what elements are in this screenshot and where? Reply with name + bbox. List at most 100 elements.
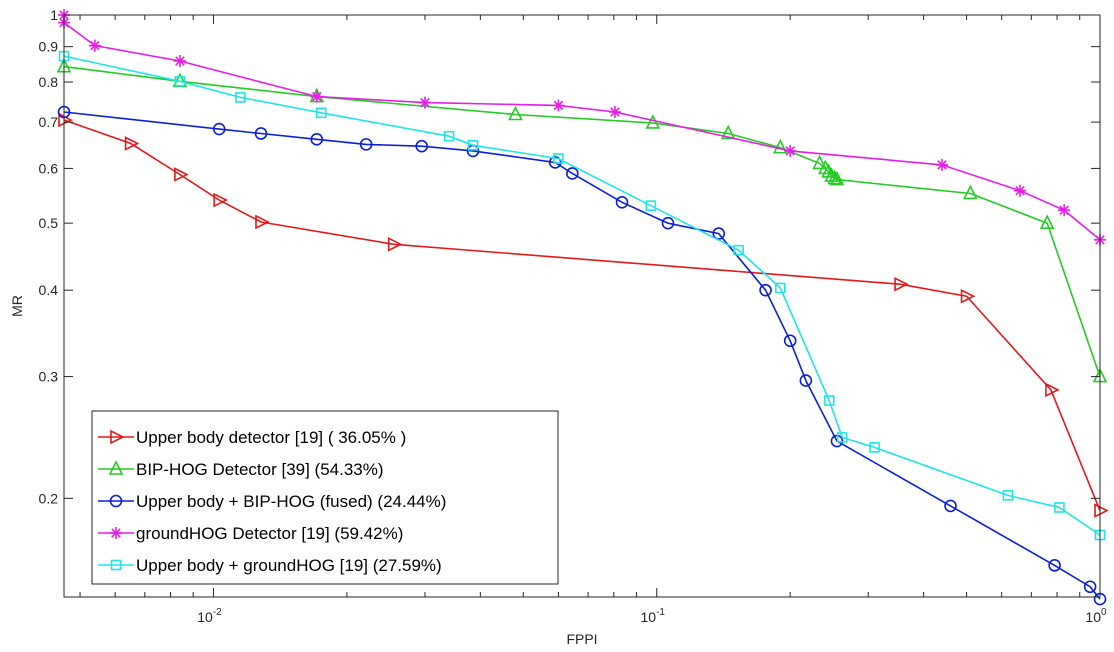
data-point <box>254 127 268 140</box>
legend-entry: Upper body + BIP-HOG (fused) (24.44%) <box>98 492 446 511</box>
data-point <box>1058 204 1071 217</box>
data-point <box>467 139 479 151</box>
x-axis-label: FPPI <box>566 631 597 647</box>
legend-marker <box>109 494 123 508</box>
data-point <box>799 374 813 387</box>
series-line <box>63 111 1101 600</box>
data-point <box>415 139 429 153</box>
data-point <box>174 75 186 87</box>
series-upper-body-groundhog-19-27-59 <box>58 50 1106 541</box>
data-point <box>255 214 270 230</box>
legend-marker <box>110 527 122 539</box>
data-point <box>773 138 788 154</box>
series-line <box>63 55 1101 536</box>
data-point <box>784 144 797 157</box>
y-tick-label: 0.3 <box>39 369 59 385</box>
legend-label: Upper body detector [19] ( 36.05% ) <box>136 428 406 447</box>
data-point <box>733 244 744 256</box>
data-point <box>817 159 833 175</box>
data-point <box>553 153 564 164</box>
data-point <box>1045 382 1060 398</box>
legend-box <box>91 410 559 585</box>
data-point <box>812 154 827 170</box>
data-point <box>1048 559 1061 572</box>
legend: Upper body detector [19] ( 36.05% ) BIP-H… <box>91 410 559 585</box>
data-point <box>775 282 786 294</box>
data-point <box>310 133 324 146</box>
data-point <box>944 499 957 513</box>
data-point <box>661 216 675 230</box>
data-point <box>1039 214 1055 229</box>
y-tick-label: 0.7 <box>39 114 59 130</box>
data-point <box>823 395 835 406</box>
data-point <box>869 442 880 453</box>
data-point <box>566 167 579 180</box>
data-point <box>720 124 736 140</box>
data-point <box>829 170 845 186</box>
data-point <box>645 200 657 211</box>
x-tick-label: 100 <box>1085 607 1107 625</box>
series-upper-body-detector-19-36-05 <box>58 112 1109 518</box>
data-point <box>783 334 797 348</box>
data-point <box>88 39 101 52</box>
y-tick-label: 0.6 <box>39 160 59 176</box>
data-point <box>615 195 629 209</box>
data-point <box>212 122 226 136</box>
data-point <box>174 167 189 182</box>
data-point <box>315 107 327 119</box>
legend-marker <box>108 460 124 475</box>
legend-entry: Upper body detector [19] ( 36.05% ) <box>98 428 406 447</box>
x-tick-label: 10-1 <box>641 607 666 625</box>
data-point <box>960 288 976 304</box>
y-tick-label: 0.2 <box>39 490 59 506</box>
y-tick-label: 1 <box>50 7 58 23</box>
legend-entry: groundHOG Detector [19] (59.42%) <box>98 524 403 543</box>
data-point <box>608 105 621 118</box>
series-line <box>63 119 1101 511</box>
data-point <box>824 167 839 182</box>
data-point <box>552 99 565 112</box>
data-point <box>836 432 848 443</box>
data-point <box>173 54 186 67</box>
legend-marker <box>110 429 125 445</box>
data-point <box>712 227 726 240</box>
data-point <box>827 169 842 185</box>
legend-entry: BIP-HOG Detector [39] (54.33%) <box>98 460 384 479</box>
y-axis-label: MR <box>9 295 25 317</box>
data-point <box>418 96 431 109</box>
legend-marker <box>110 559 122 571</box>
data-point <box>213 192 228 208</box>
legend-entry: Upper body + groundHOG [19] (27.59%) <box>98 556 442 575</box>
data-point <box>963 184 978 200</box>
data-point <box>1054 502 1065 513</box>
series-layer <box>56 9 1109 606</box>
legend-label: groundHOG Detector [19] (59.42%) <box>136 524 403 543</box>
legend-label: BIP-HOG Detector [39] (54.33%) <box>136 460 384 479</box>
data-point <box>1014 184 1027 197</box>
data-point <box>359 138 373 151</box>
data-point <box>1002 490 1014 501</box>
data-point <box>1094 503 1109 518</box>
y-axis-ticks: 0.2 0.3 0.4 0.5 0.6 0.7 0.8 0.9 1 <box>39 7 1100 506</box>
data-point <box>1083 580 1097 594</box>
y-tick-label: 0.4 <box>39 282 59 298</box>
plot-frame <box>63 14 1101 598</box>
legend-label: Upper body + BIP-HOG (fused) (24.44%) <box>136 492 446 511</box>
x-tick-label: 10-2 <box>197 607 222 625</box>
legend-label: Upper body + groundHOG [19] (27.59%) <box>136 556 442 575</box>
data-point <box>310 90 323 103</box>
x-axis-ticks: 10-2 10-1 100 <box>79 15 1107 625</box>
y-tick-label: 0.5 <box>39 215 59 231</box>
data-point <box>443 130 455 142</box>
data-point <box>645 114 661 129</box>
data-point <box>935 158 948 171</box>
data-point <box>235 92 246 103</box>
data-point <box>894 276 909 292</box>
y-tick-label: 0.9 <box>39 39 59 55</box>
data-point <box>124 136 140 151</box>
data-point <box>759 283 772 297</box>
data-point <box>508 105 523 121</box>
data-point <box>387 237 403 252</box>
y-tick-label: 0.8 <box>39 74 59 90</box>
